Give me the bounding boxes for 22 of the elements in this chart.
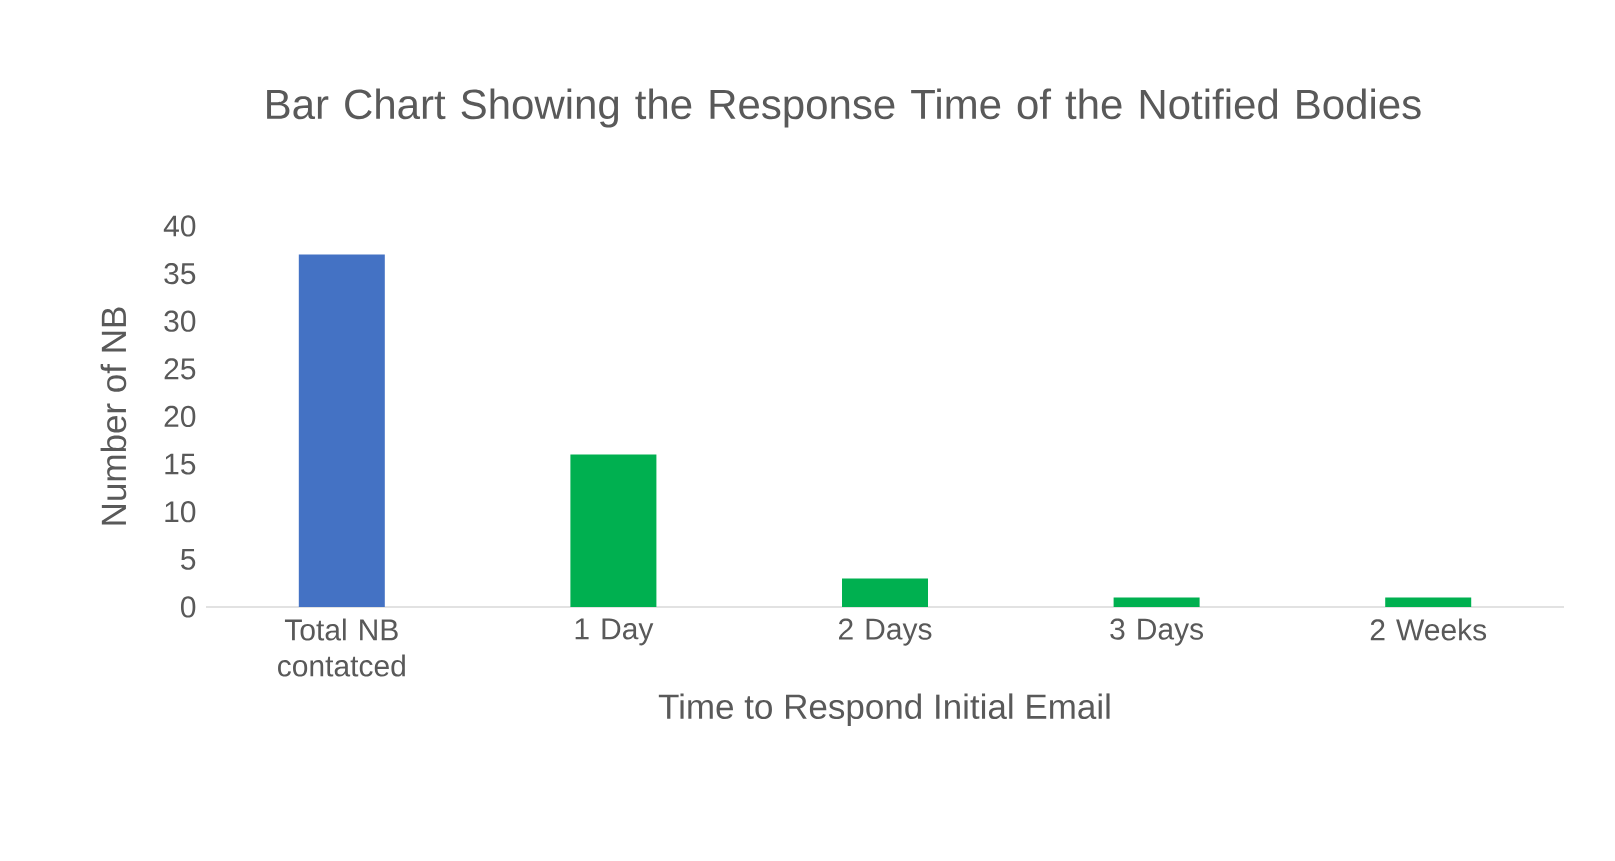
y-tick-label: 0 xyxy=(180,596,196,618)
x-tick-label: Total NB contatced xyxy=(278,618,405,677)
bar xyxy=(842,578,929,607)
x-tick-label: 3 Days xyxy=(1110,618,1204,646)
x-tick-label: 2 Days xyxy=(839,618,932,646)
x-tick-label: 1 Day xyxy=(575,618,654,646)
y-tick-label: 30 xyxy=(164,310,196,332)
x-axis-title: Time to Respond Initial Email xyxy=(658,693,1110,727)
y-tick-label: 15 xyxy=(165,453,196,475)
y-tick-label: 40 xyxy=(163,215,196,237)
y-tick-label: 10 xyxy=(165,501,196,523)
bar xyxy=(1385,597,1472,607)
y-tick-label: 25 xyxy=(164,358,196,380)
y-tick-label: 35 xyxy=(164,262,196,285)
chart-title: Bar Chart Showing the Response Time of the Notified Bodies xyxy=(267,88,1421,128)
y-tick-label: 5 xyxy=(181,548,196,570)
y-tick-label: 20 xyxy=(164,405,196,428)
bar xyxy=(298,254,385,607)
x-tick-label: 2 Weeks xyxy=(1370,618,1487,641)
bar xyxy=(1113,597,1200,607)
bar xyxy=(570,454,657,607)
y-axis-title: Number of NB xyxy=(100,307,127,525)
